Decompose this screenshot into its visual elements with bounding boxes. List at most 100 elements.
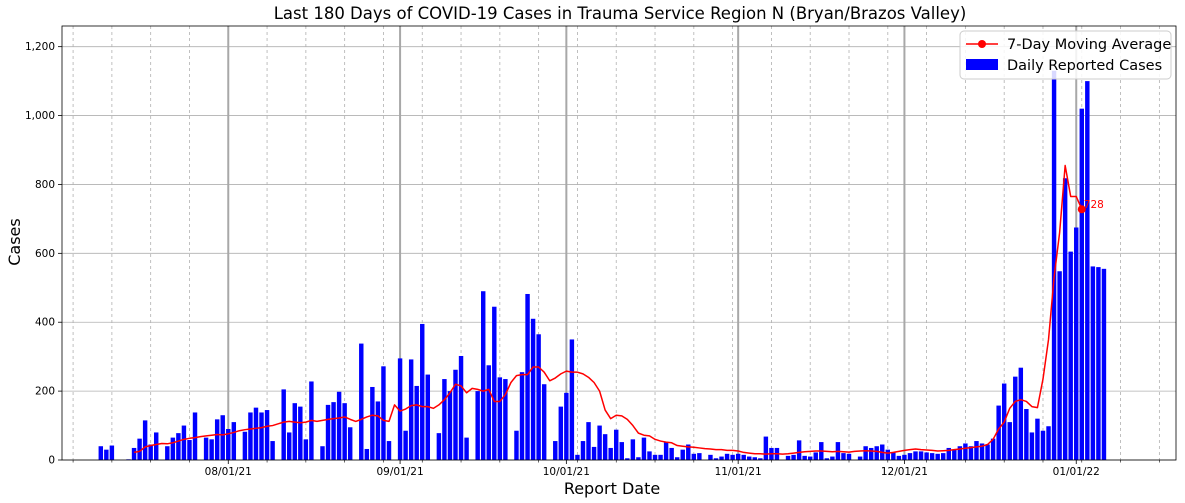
bar: [674, 457, 680, 460]
bar: [181, 425, 187, 460]
bar: [1024, 409, 1029, 460]
legend-line-marker: [978, 40, 986, 48]
bar: [525, 293, 530, 460]
bar: [1029, 432, 1035, 460]
bar: [724, 453, 730, 460]
bar: [963, 443, 968, 460]
bar: [586, 422, 591, 460]
bar: [763, 436, 769, 460]
bar: [331, 402, 336, 460]
y-tick-label: 1,000: [25, 110, 55, 122]
bar: [608, 447, 613, 460]
bar: [259, 412, 264, 460]
bar: [480, 291, 486, 460]
bar: [364, 448, 370, 460]
bar: [519, 372, 525, 460]
bar: [1051, 70, 1057, 461]
bar: [907, 453, 913, 460]
bar: [680, 449, 685, 460]
bar: [974, 441, 979, 460]
bar: [841, 453, 846, 460]
bar: [176, 433, 181, 460]
bar: [996, 405, 1001, 460]
bar: [686, 444, 691, 460]
line-layer: 728: [133, 164, 1104, 455]
bar: [575, 454, 580, 460]
x-tick-label: 12/01/21: [881, 466, 928, 478]
bar: [641, 437, 647, 460]
bar: [386, 441, 392, 460]
bar: [813, 452, 818, 460]
x-tick-label: 09/01/21: [376, 466, 423, 478]
bar: [408, 359, 414, 460]
x-axis-label: Report Date: [564, 479, 660, 498]
bar: [824, 458, 830, 460]
bar: [248, 412, 253, 460]
bar: [270, 441, 275, 460]
bar: [857, 456, 863, 460]
bar: [807, 456, 813, 460]
grid-layer: [62, 26, 1176, 461]
bar: [697, 453, 702, 460]
moving-average-line: [133, 164, 1083, 455]
x-tick-label: 01/01/22: [1053, 466, 1100, 478]
bar: [1085, 81, 1090, 460]
bar: [902, 454, 907, 460]
y-tick-label: 1,200: [25, 41, 55, 53]
bar: [514, 430, 519, 460]
bar: [1062, 178, 1068, 460]
bar: [325, 404, 331, 460]
bar: [303, 439, 309, 460]
bar: [929, 453, 935, 460]
bar: [630, 439, 636, 460]
bar: [442, 379, 447, 460]
bar: [420, 323, 425, 460]
bar: [863, 446, 868, 460]
bar: [414, 385, 419, 460]
bar: [320, 446, 325, 460]
bar: [475, 391, 480, 460]
bar: [464, 437, 469, 460]
bar: [375, 401, 381, 460]
bar: [580, 441, 586, 460]
bar: [192, 412, 198, 460]
bar: [137, 438, 142, 460]
bar: [170, 437, 176, 460]
bar: [952, 449, 957, 460]
bar: [436, 433, 442, 460]
bar: [747, 456, 752, 460]
bar: [226, 429, 231, 460]
chart-title: Last 180 Days of COVID-19 Cases in Traum…: [274, 4, 967, 23]
y-tick-label: 0: [48, 455, 55, 467]
bar: [109, 445, 115, 460]
bar: [885, 449, 891, 460]
bar: [370, 386, 375, 460]
bar: [1090, 266, 1096, 460]
bar: [752, 457, 758, 460]
bar: [569, 339, 575, 460]
bar: [536, 334, 541, 460]
x-tick-label: 10/01/21: [543, 466, 590, 478]
bar: [209, 439, 214, 460]
bar: [591, 446, 597, 460]
legend-bar-label: Daily Reported Cases: [1007, 58, 1162, 74]
bar: [791, 454, 796, 460]
bar: [796, 440, 802, 460]
bar: [1040, 430, 1046, 460]
bar: [203, 437, 209, 460]
bar: [220, 415, 225, 460]
bar: [397, 358, 403, 460]
bar: [165, 446, 170, 460]
bar: [1079, 108, 1084, 461]
plot-frame: [61, 25, 1177, 461]
bar: [979, 443, 985, 460]
bar: [564, 392, 569, 460]
bar: [636, 457, 641, 460]
bar: [730, 454, 735, 460]
bar: [281, 389, 286, 460]
axes-layer: 0 200 400 600 800 1,000 1,200 08/01/21 09/01/21 1…: [25, 25, 1177, 478]
legend-bar-swatch: [966, 59, 998, 70]
legend-line-label: 7-Day Moving Average: [1007, 37, 1171, 53]
bar: [990, 438, 996, 460]
bar: [918, 451, 924, 460]
